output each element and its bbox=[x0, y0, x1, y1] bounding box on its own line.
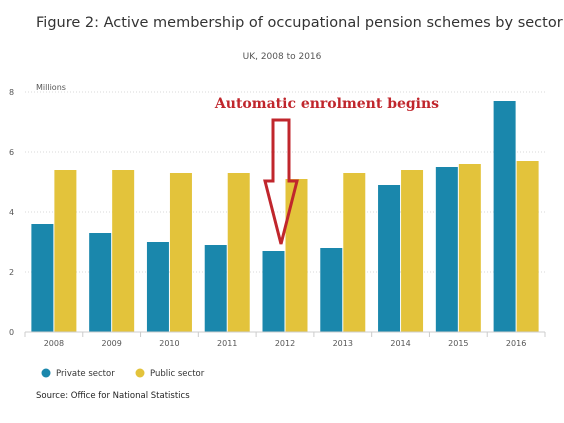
bar-private-2011 bbox=[204, 245, 227, 332]
legend-label: Public sector bbox=[150, 369, 205, 379]
chart-subtitle: UK, 2008 to 2016 bbox=[243, 52, 322, 62]
legend-label: Private sector bbox=[56, 369, 115, 379]
source-note: Source: Office for National Statistics bbox=[36, 391, 190, 401]
x-tick-label: 2016 bbox=[506, 339, 526, 348]
bar-public-2010 bbox=[169, 173, 192, 332]
x-tick-label: 2013 bbox=[333, 339, 353, 348]
y-tick-label: 8 bbox=[9, 88, 14, 97]
bar-public-2015 bbox=[458, 164, 481, 332]
annotation-arrow bbox=[263, 118, 299, 245]
y-tick-label: 4 bbox=[9, 208, 14, 217]
x-tick-label: 2011 bbox=[217, 339, 237, 348]
legend-swatch-private bbox=[41, 368, 51, 378]
bar-private-2016 bbox=[493, 101, 516, 332]
y-tick-label: 2 bbox=[9, 268, 14, 277]
bar-public-2014 bbox=[401, 170, 424, 332]
x-tick-label: 2014 bbox=[390, 339, 410, 348]
x-tick-label: 2009 bbox=[101, 339, 121, 348]
bars bbox=[31, 101, 539, 332]
bar-private-2008 bbox=[31, 224, 54, 332]
bar-public-2013 bbox=[343, 173, 366, 332]
bar-private-2013 bbox=[320, 248, 343, 332]
bar-public-2012 bbox=[285, 179, 308, 332]
bar-private-2010 bbox=[146, 242, 169, 332]
bar-public-2016 bbox=[516, 161, 539, 332]
bar-public-2011 bbox=[227, 173, 250, 332]
bar-private-2009 bbox=[89, 233, 112, 332]
y-axis-ticks: 0 2 4 6 8 bbox=[9, 88, 14, 337]
bar-private-2014 bbox=[378, 185, 401, 332]
x-tick-label: 2008 bbox=[44, 339, 64, 348]
x-axis-ticks: 2008 2009 2010 2011 2012 2013 2014 2015 2016 bbox=[24, 331, 546, 348]
bar-private-2015 bbox=[435, 167, 458, 332]
x-tick-label: 2010 bbox=[159, 339, 179, 348]
annotation: Automatic enrolment begins bbox=[214, 96, 439, 245]
legend: Private sector Public sector bbox=[41, 368, 205, 379]
annotation-text: Automatic enrolment begins bbox=[214, 96, 439, 112]
y-axis-label: Millions bbox=[36, 83, 66, 92]
y-tick-label: 0 bbox=[9, 328, 14, 337]
legend-swatch-public bbox=[135, 368, 145, 378]
chart-title: Figure 2: Active membership of occupatio… bbox=[36, 15, 563, 31]
bar-public-2009 bbox=[112, 170, 135, 332]
bar-public-2008 bbox=[54, 170, 77, 332]
x-tick-label: 2015 bbox=[448, 339, 468, 348]
bar-private-2012 bbox=[262, 251, 285, 332]
x-tick-label: 2012 bbox=[275, 339, 295, 348]
y-tick-label: 6 bbox=[9, 148, 14, 157]
